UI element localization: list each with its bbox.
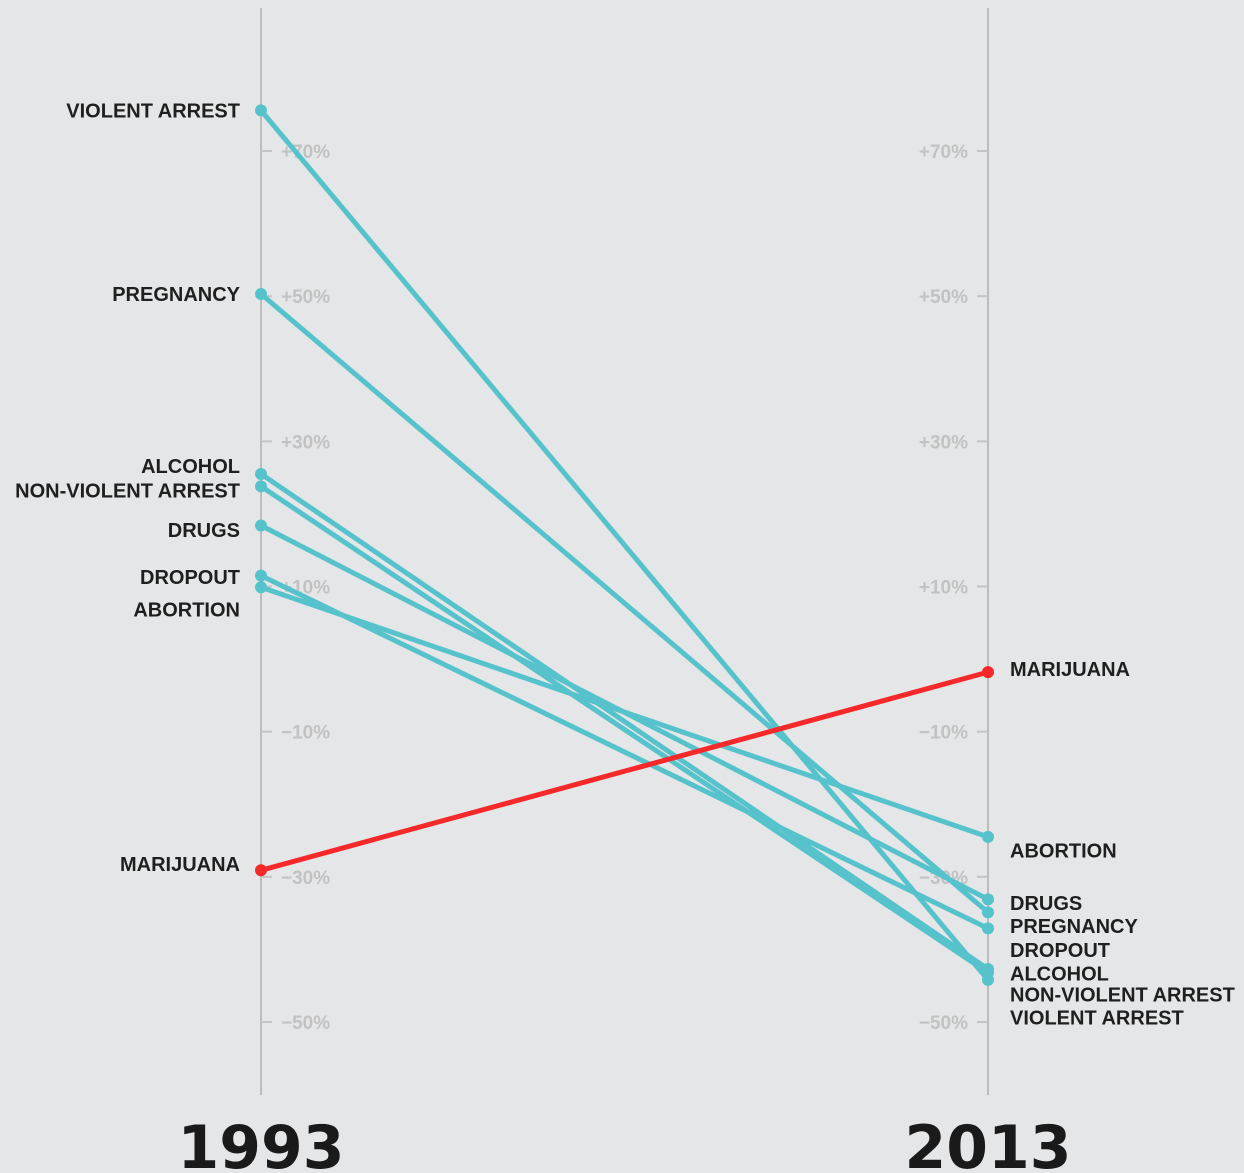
tick-label-1993: +30% xyxy=(281,432,330,453)
label-1993-marijuana: MARIJUANA xyxy=(120,854,240,876)
tick-label-1993: −10% xyxy=(281,723,330,744)
point-2013-dropout xyxy=(982,922,994,935)
series-line-violent-arrest xyxy=(258,107,991,983)
label-2013-alcohol: ALCOHOL xyxy=(1010,963,1109,985)
tick-label-2013: +50% xyxy=(919,287,968,308)
label-1993-alcohol: ALCOHOL xyxy=(141,456,240,478)
series-line-abortion xyxy=(258,584,991,840)
point-2013-abortion xyxy=(982,830,994,843)
label-2013-non-violent-arrest: NON-VIOLENT ARREST xyxy=(1010,984,1235,1006)
point-1993-pregnancy xyxy=(255,287,267,300)
year-label-1993: 1993 xyxy=(178,1113,345,1173)
point-2013-marijuana xyxy=(982,666,994,679)
ticks-1993: +70%+50%+30%+10%−10%−30%−50% xyxy=(261,142,330,1034)
series-lines xyxy=(255,104,994,986)
series-line-marijuana xyxy=(258,669,991,873)
tick-label-2013: −50% xyxy=(919,1013,968,1034)
labels-1993: VIOLENT ARREST PREGNANCY ALCOHOL NON-VIOLEN… xyxy=(15,100,240,875)
tick-label-2013: +30% xyxy=(919,432,968,453)
point-1993-dropout xyxy=(255,569,267,582)
point-2013-pregnancy xyxy=(982,906,994,919)
label-2013-pregnancy: PREGNANCY xyxy=(1010,916,1138,938)
label-1993-abortion: ABORTION xyxy=(133,600,240,622)
label-1993-violent-arrest: VIOLENT ARREST xyxy=(66,100,240,122)
label-2013-drugs: DRUGS xyxy=(1010,893,1082,915)
label-1993-non-violent-arrest: NON-VIOLENT ARREST xyxy=(15,481,240,503)
tick-label-1993: +50% xyxy=(281,287,330,308)
year-label-2013: 2013 xyxy=(905,1113,1072,1173)
tick-label-1993: −30% xyxy=(281,868,330,889)
tick-label-2013: +10% xyxy=(919,578,968,599)
ticks-2013: +70%+50%+30%+10%−10%−30%−50% xyxy=(919,142,988,1034)
point-1993-marijuana xyxy=(255,864,267,877)
tick-label-2013: +70% xyxy=(919,142,968,163)
label-1993-pregnancy: PREGNANCY xyxy=(112,284,240,306)
tick-label-1993: −50% xyxy=(281,1013,330,1034)
point-2013-non-violent-arrest xyxy=(982,966,994,979)
labels-2013: MARIJUANA ABORTION DRUGSPREGNANCYDROPOUTAL… xyxy=(1010,659,1235,1029)
point-2013-drugs xyxy=(982,893,994,906)
point-1993-violent-arrest xyxy=(255,104,267,117)
label-2013-dropout: DROPOUT xyxy=(1010,940,1110,962)
axes xyxy=(260,8,989,1095)
label-1993-dropout: DROPOUT xyxy=(140,567,240,589)
point-1993-alcohol xyxy=(255,467,267,480)
series-line-alcohol xyxy=(258,471,991,972)
tick-label-2013: −10% xyxy=(919,723,968,744)
label-2013-violent-arrest: VIOLENT ARREST xyxy=(1010,1008,1184,1030)
point-1993-non-violent-arrest xyxy=(255,480,267,493)
label-2013-marijuana: MARIJUANA xyxy=(1010,659,1130,681)
series-line-pregnancy xyxy=(258,291,991,915)
label-2013-abortion: ABORTION xyxy=(1010,841,1117,863)
label-1993-drugs: DRUGS xyxy=(168,520,240,542)
series-line-dropout xyxy=(258,573,991,931)
series-line-non-violent-arrest xyxy=(258,483,991,976)
point-1993-abortion xyxy=(255,581,267,594)
point-1993-drugs xyxy=(255,519,267,532)
